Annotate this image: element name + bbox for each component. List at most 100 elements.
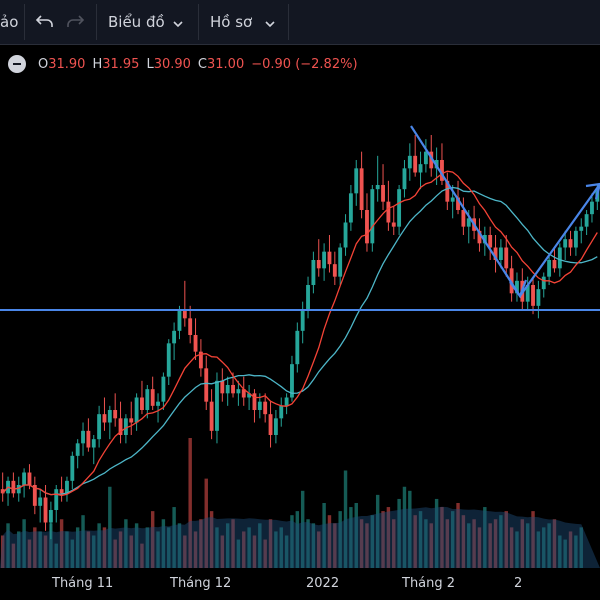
undo-icon[interactable]: [34, 10, 56, 36]
volume-bar: [418, 511, 423, 568]
volume-bar: [172, 507, 176, 568]
volume-bar: [531, 511, 535, 568]
volume-bar: [118, 531, 123, 568]
volume-bar: [488, 523, 492, 568]
candle: [48, 501, 53, 540]
candle: [311, 251, 316, 294]
volume-bar: [268, 519, 273, 568]
candle: [279, 397, 284, 427]
volume-bar: [306, 519, 310, 568]
candle: [573, 226, 578, 256]
volume-bar: [290, 515, 294, 568]
volume-bar: [381, 511, 385, 568]
low-key: L: [146, 56, 154, 72]
volume-bar: [113, 539, 117, 568]
candle: [525, 276, 530, 310]
volume-bar: [579, 527, 583, 568]
volume-bar: [92, 535, 96, 568]
candle: [22, 468, 27, 498]
candle: [584, 210, 589, 235]
candle: [365, 193, 369, 252]
close-key: C: [197, 56, 207, 72]
volume-bar: [472, 519, 476, 568]
high-key: H: [92, 56, 103, 72]
volume-bar: [520, 519, 525, 568]
volume-bar: [354, 503, 358, 568]
candle: [107, 405, 112, 440]
chevron-down-icon: [264, 15, 276, 34]
volume-bar: [300, 490, 305, 568]
volume-bar: [338, 511, 342, 568]
volume-bar: [252, 535, 257, 568]
volume-bar: [161, 519, 166, 568]
volume-bar: [167, 527, 171, 568]
candle: [461, 197, 466, 235]
volume-bar: [27, 539, 32, 568]
profile-menu-button[interactable]: Hồ sơ: [210, 0, 280, 44]
volume-bar: [54, 543, 58, 568]
volume-bar: [134, 523, 139, 568]
volume-bar: [43, 535, 48, 568]
volume-bar: [477, 527, 482, 568]
candle: [236, 380, 241, 406]
candle: [123, 414, 128, 444]
candle: [156, 393, 160, 423]
candle: [150, 376, 155, 410]
volume-bar: [199, 519, 203, 568]
candle: [209, 389, 214, 440]
high-value: 31.95: [102, 56, 140, 72]
volume-bar: [284, 535, 289, 568]
volume-bar: [220, 535, 225, 568]
volume-bar: [386, 507, 391, 568]
candle: [536, 280, 541, 319]
candle: [161, 372, 166, 410]
candle: [547, 255, 552, 285]
candle: [225, 376, 230, 406]
candle: [590, 193, 594, 223]
candles: [0, 135, 600, 540]
volume-bar: [258, 523, 262, 568]
volume-bar: [236, 539, 241, 568]
volume-bar: [188, 438, 192, 568]
candle: [193, 318, 198, 360]
collapse-legend-icon[interactable]: [8, 55, 26, 73]
volume-bar: [311, 523, 316, 568]
x-tick-label: Tháng 12: [170, 576, 232, 591]
candle: [102, 397, 107, 431]
candle: [134, 393, 139, 431]
toolbar-divider: [288, 4, 289, 40]
x-tick-label: Tháng 11: [52, 576, 114, 591]
candle: [579, 218, 584, 244]
volume-bar: [558, 535, 562, 568]
candle: [359, 151, 364, 219]
volume-bar: [499, 515, 503, 568]
candle: [440, 143, 444, 185]
change-value: −0.90 (−2.82%): [251, 56, 358, 72]
volume-bar: [102, 527, 107, 568]
toolbar-partial-label[interactable]: ảo: [0, 13, 19, 31]
candle: [182, 280, 187, 327]
volume-bar: [542, 527, 546, 568]
volume-bar: [450, 511, 455, 568]
trend-drawing-arrowhead: [509, 279, 528, 299]
volume-bar: [183, 535, 187, 568]
candle: [268, 401, 273, 448]
candle: [515, 272, 519, 302]
candle: [97, 405, 102, 448]
chart-menu-button[interactable]: Biểu đồ: [108, 0, 188, 44]
candle: [81, 422, 85, 456]
volume-bar: [563, 539, 567, 568]
candle: [381, 164, 385, 210]
candle: [370, 185, 375, 252]
candle: [386, 180, 391, 231]
candle: [397, 185, 402, 235]
volume-bar: [231, 519, 235, 568]
volume-pane: [0, 438, 583, 568]
candle: [488, 226, 493, 260]
candle: [541, 272, 546, 298]
redo-icon[interactable]: [64, 10, 86, 36]
volume-bar: [59, 519, 64, 568]
volume-bar: [525, 523, 530, 568]
volume-bar: [140, 543, 144, 568]
